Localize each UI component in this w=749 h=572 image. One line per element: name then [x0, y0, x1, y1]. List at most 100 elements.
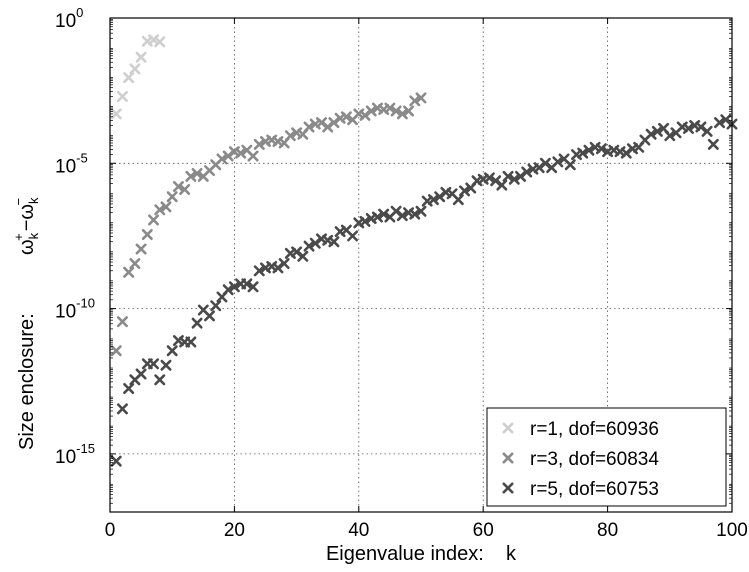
x-ticks: 0 20 40 60 80 100	[105, 18, 748, 541]
data-markers	[110, 34, 738, 467]
omega-plus-base: ω	[16, 239, 38, 255]
point-series2-28	[284, 130, 296, 142]
point-series2-22	[247, 150, 259, 162]
legend-marker-1	[502, 422, 514, 434]
point-series3-21	[241, 278, 253, 290]
point-series3-40	[359, 215, 371, 227]
point-series3-61	[490, 175, 502, 187]
point-series3-95	[701, 125, 713, 137]
point-series2-45	[390, 105, 402, 117]
point-series2-13	[191, 167, 203, 179]
point-series3-52	[434, 191, 446, 203]
point-series3-56	[459, 185, 471, 197]
point-series2-1	[116, 316, 128, 328]
point-series2-37	[340, 111, 352, 123]
point-series1-2	[123, 72, 135, 84]
point-series3-66	[521, 166, 533, 178]
point-series1-4	[135, 51, 147, 63]
point-series3-6	[148, 358, 160, 370]
y-tick-label-0: 100	[55, 5, 83, 32]
point-series3-18	[222, 284, 234, 296]
point-series3-75	[577, 147, 589, 159]
point-series3-65	[515, 170, 527, 182]
point-series1-0	[110, 108, 122, 120]
point-series3-87	[651, 125, 663, 137]
point-series3-15	[204, 310, 216, 322]
point-series3-13	[191, 317, 203, 329]
y-tick-label-2: 10-10	[55, 296, 95, 323]
point-series3-78	[595, 143, 607, 155]
legend-marker-2	[502, 452, 514, 464]
point-series3-23	[253, 265, 265, 277]
point-series3-63	[502, 170, 514, 182]
y-tick-label-1: 10-5	[55, 150, 88, 177]
point-series2-35	[328, 117, 340, 129]
point-series2-44	[384, 102, 396, 114]
point-series3-69	[539, 157, 551, 169]
x-tick-label-4: 80	[597, 520, 618, 541]
point-series3-92	[682, 122, 694, 134]
legend-label-2: r=3, dof=60834	[530, 449, 659, 470]
point-series3-96	[707, 138, 719, 150]
point-series2-23	[253, 138, 265, 150]
point-series3-43	[378, 208, 390, 220]
point-series2-6	[148, 214, 160, 226]
point-series2-20	[235, 147, 247, 159]
point-series3-12	[185, 336, 197, 348]
point-series3-35	[328, 236, 340, 248]
point-series2-9	[166, 191, 178, 203]
point-series3-60	[483, 172, 495, 184]
point-series3-31	[303, 240, 315, 252]
omega-plus-sup: +	[11, 233, 26, 241]
x-tick-label-2: 40	[348, 520, 369, 541]
minus-sign: −	[16, 220, 38, 232]
point-series2-4	[135, 243, 147, 255]
legend-marker-3	[502, 482, 514, 494]
point-series3-51	[427, 194, 439, 206]
point-series3-76	[583, 144, 595, 156]
point-series2-3	[129, 258, 141, 270]
point-series3-29	[291, 246, 303, 258]
point-series1-7	[154, 36, 166, 48]
point-series3-49	[415, 205, 427, 217]
point-series2-0	[110, 345, 122, 357]
point-series2-7	[154, 204, 166, 216]
omega-minus-sub: k	[26, 197, 41, 204]
x-tick-label-5: 100	[716, 520, 748, 541]
point-series2-48	[409, 95, 421, 107]
point-series3-71	[552, 156, 564, 168]
point-series3-42	[371, 211, 383, 223]
point-series3-94	[695, 121, 707, 133]
point-series2-11	[179, 183, 191, 195]
x-tick-label-3: 60	[473, 520, 494, 541]
point-series3-38	[347, 230, 359, 242]
point-series2-8	[160, 201, 172, 213]
legend-label-3: r=5, dof=60753	[530, 479, 659, 500]
point-series3-27	[278, 258, 290, 270]
point-series3-0	[110, 455, 122, 467]
y-axis-label-math: ωk+−ωk−	[11, 197, 41, 255]
legend: r=1, dof=60936 r=3, dof=60834 r=5, dof=607…	[486, 407, 727, 507]
point-series2-31	[303, 121, 315, 133]
legend-box	[486, 407, 727, 507]
point-series3-82	[620, 147, 632, 159]
point-series3-48	[409, 208, 421, 220]
point-series2-33	[315, 117, 327, 129]
plot-frame	[109, 17, 733, 513]
point-series3-1	[116, 403, 128, 415]
point-series3-64	[508, 173, 520, 185]
y-ticks: 100 10-5 10-10 10-15	[55, 5, 732, 504]
point-series2-40	[359, 109, 371, 121]
point-series2-12	[185, 170, 197, 182]
point-series2-34	[322, 121, 334, 133]
point-series3-62	[496, 179, 508, 191]
point-series3-89	[664, 130, 676, 142]
point-series3-32	[309, 237, 321, 249]
point-series3-68	[533, 162, 545, 174]
y-axis-label-text: Size enclosure:	[16, 313, 38, 450]
point-series3-26	[272, 262, 284, 274]
point-series3-86	[645, 128, 657, 140]
x-tick-label-0: 0	[105, 520, 116, 541]
point-series2-49	[415, 92, 427, 104]
